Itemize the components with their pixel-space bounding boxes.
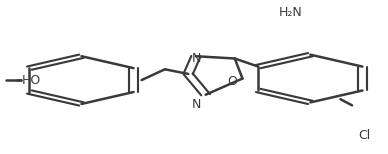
Text: N: N — [191, 52, 201, 65]
Text: O: O — [227, 75, 237, 88]
Text: Cl: Cl — [359, 129, 371, 142]
Text: H₂N: H₂N — [278, 6, 302, 19]
Text: N: N — [191, 98, 201, 111]
Text: HO: HO — [21, 74, 41, 87]
